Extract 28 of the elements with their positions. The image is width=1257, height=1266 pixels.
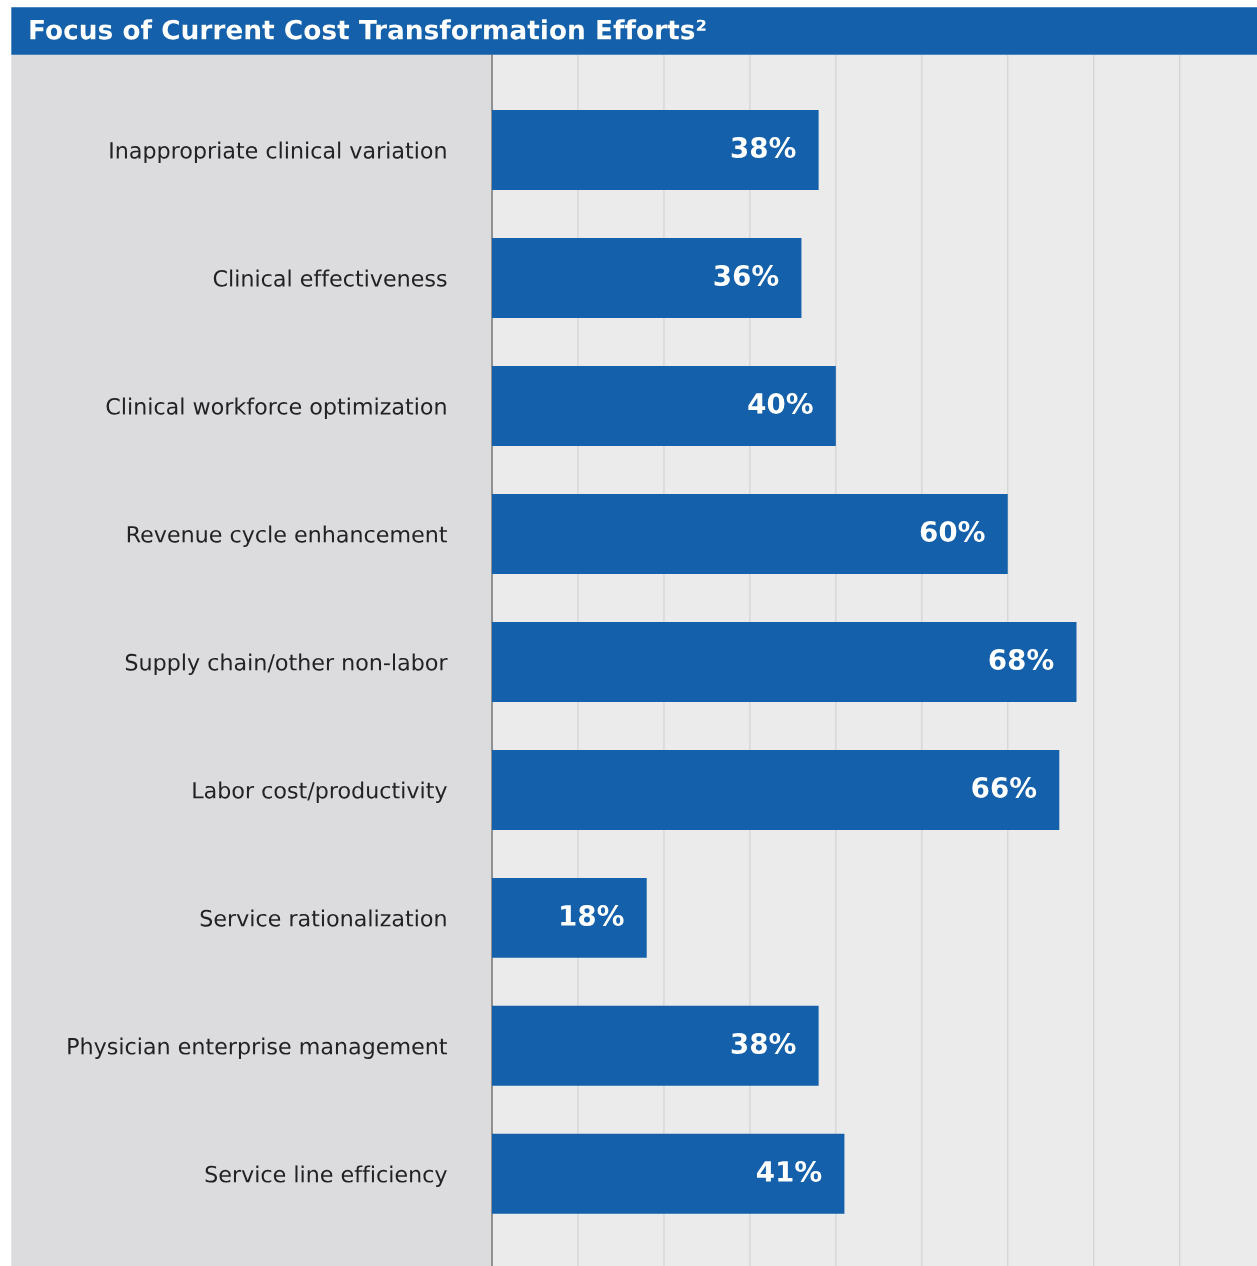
y-tick-label: Clinical effectiveness [213,269,447,287]
bar [492,877,647,958]
data-label: 40% [748,392,813,414]
y-tick-label: Clinical workforce optimization [106,397,446,419]
data-label: 41% [756,1160,822,1182]
data-label: 36% [714,265,779,287]
data-label: 38% [731,137,796,159]
y-tick-label: Revenue cycle enhancement [127,525,448,547]
chart-title: Focus of Current Cost Transformation Efforts² [30,19,706,40]
data-label: 38% [731,1032,796,1054]
y-tick-label: Service rationalization [200,909,446,927]
data-label: 68% [989,648,1054,670]
y-tick-label: Labor cost/productivity [193,781,447,803]
bar [492,621,1077,702]
bar [492,109,819,190]
y-tick-label: Inappropriate clinical variation [110,141,446,164]
y-tick-label: Physician enterprise management [68,1037,448,1059]
y-tick-label: Supply chain/other non-labor [125,653,448,675]
bar [492,749,1060,830]
data-label: 66% [972,776,1037,798]
bar [492,493,1008,574]
data-label: 60% [920,520,985,542]
y-tick-label: Service line efficiency [205,1165,447,1187]
bar [492,1133,845,1214]
bar [492,1005,819,1086]
bar [492,237,802,318]
bar [492,365,836,446]
data-label: 18% [561,904,624,926]
